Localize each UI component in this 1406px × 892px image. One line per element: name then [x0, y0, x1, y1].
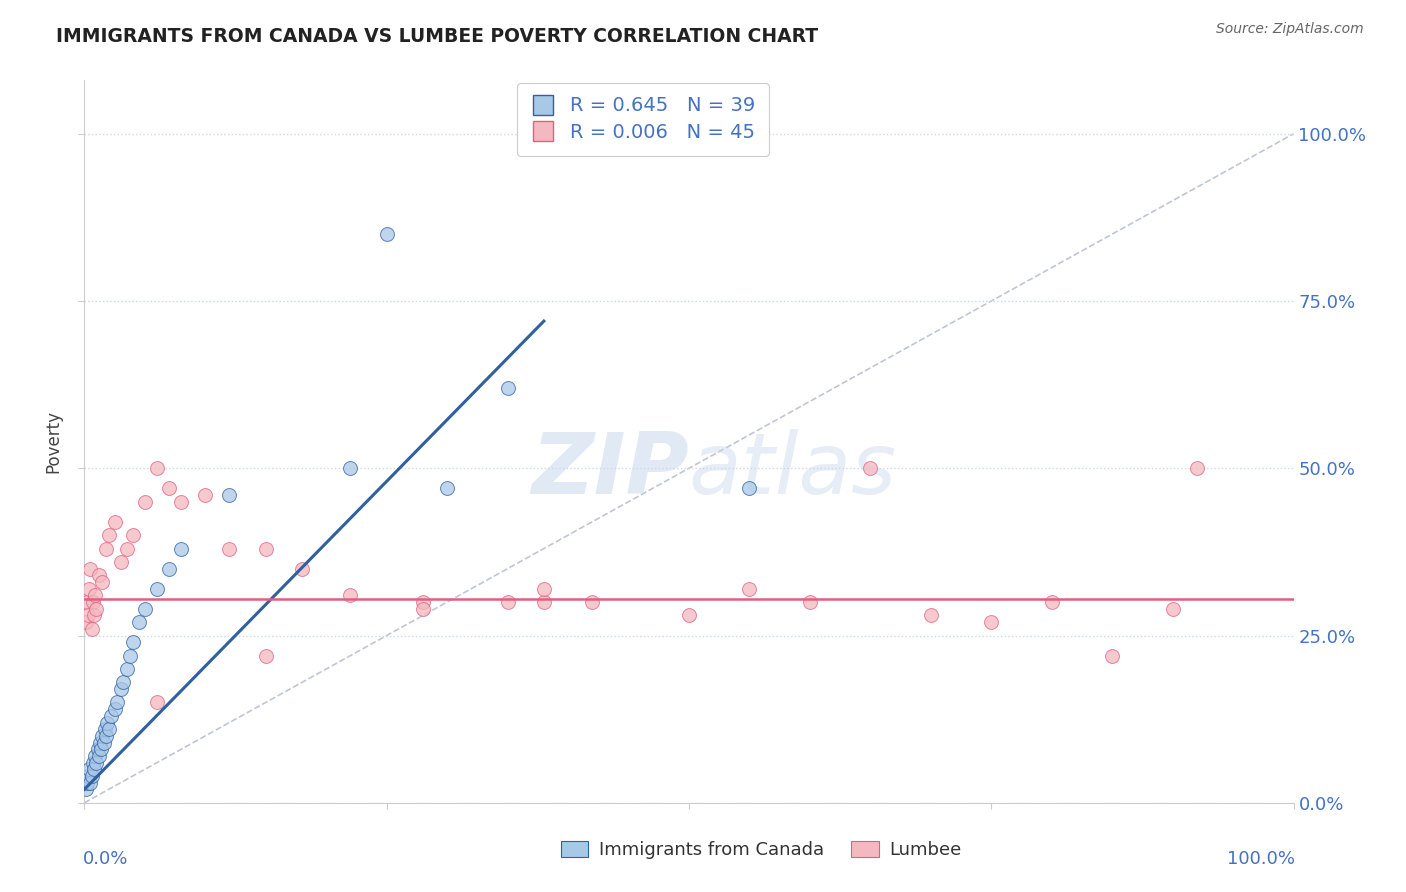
- Point: [76, 595, 98, 609]
- Point: [112, 675, 135, 690]
- Text: Source: ZipAtlas.com: Source: ZipAtlas.com: [1216, 22, 1364, 37]
- Point: [77, 582, 100, 596]
- Point: [412, 602, 434, 616]
- Legend: Immigrants from Canada, Lumbee: Immigrants from Canada, Lumbee: [554, 833, 969, 866]
- Point: [89, 735, 111, 749]
- Text: 100.0%: 100.0%: [1226, 850, 1295, 868]
- Point: [105, 696, 128, 710]
- Point: [110, 555, 132, 569]
- Point: [496, 381, 519, 395]
- Point: [77, 769, 100, 783]
- Point: [86, 602, 108, 616]
- Point: [82, 756, 104, 770]
- Point: [1040, 595, 1063, 609]
- Point: [75, 615, 97, 630]
- Point: [79, 562, 101, 576]
- Point: [146, 582, 169, 596]
- Point: [146, 461, 169, 475]
- Point: [128, 615, 150, 630]
- Point: [97, 528, 120, 542]
- Point: [291, 562, 314, 576]
- Point: [79, 776, 101, 790]
- Point: [87, 749, 110, 764]
- Point: [581, 595, 603, 609]
- Y-axis label: Poverty: Poverty: [45, 410, 63, 473]
- Point: [93, 735, 115, 749]
- Point: [859, 461, 882, 475]
- Point: [120, 648, 142, 663]
- Point: [121, 635, 143, 649]
- Point: [77, 608, 100, 623]
- Point: [91, 575, 114, 590]
- Point: [121, 528, 143, 542]
- Point: [104, 702, 127, 716]
- Point: [94, 729, 117, 743]
- Point: [738, 582, 761, 596]
- Point: [75, 782, 97, 797]
- Point: [80, 769, 103, 783]
- Text: atlas: atlas: [689, 429, 897, 512]
- Point: [194, 488, 217, 502]
- Point: [104, 515, 127, 529]
- Point: [254, 541, 277, 556]
- Point: [115, 662, 138, 676]
- Point: [157, 482, 180, 496]
- Point: [533, 582, 555, 596]
- Point: [1161, 602, 1184, 616]
- Point: [94, 541, 117, 556]
- Point: [920, 608, 942, 623]
- Point: [1185, 461, 1208, 475]
- Point: [436, 482, 458, 496]
- Point: [100, 708, 122, 723]
- Point: [1101, 648, 1123, 663]
- Point: [134, 602, 156, 616]
- Point: [375, 227, 398, 242]
- Point: [110, 681, 132, 696]
- Point: [218, 488, 240, 502]
- Text: IMMIGRANTS FROM CANADA VS LUMBEE POVERTY CORRELATION CHART: IMMIGRANTS FROM CANADA VS LUMBEE POVERTY…: [56, 27, 818, 45]
- Point: [91, 729, 114, 743]
- Point: [87, 568, 110, 582]
- Point: [96, 715, 118, 730]
- Point: [157, 562, 180, 576]
- Point: [170, 541, 193, 556]
- Point: [496, 595, 519, 609]
- Point: [799, 595, 821, 609]
- Point: [146, 696, 169, 710]
- Point: [82, 595, 104, 609]
- Point: [94, 723, 117, 737]
- Point: [738, 482, 761, 496]
- Point: [80, 622, 103, 636]
- Point: [339, 461, 361, 475]
- Point: [84, 589, 107, 603]
- Point: [980, 615, 1002, 630]
- Point: [83, 608, 105, 623]
- Point: [76, 776, 98, 790]
- Text: ZIP: ZIP: [531, 429, 689, 512]
- Point: [134, 494, 156, 508]
- Point: [170, 494, 193, 508]
- Point: [412, 595, 434, 609]
- Point: [86, 756, 108, 770]
- Point: [86, 742, 108, 756]
- Point: [90, 742, 112, 756]
- Point: [533, 595, 555, 609]
- Point: [678, 608, 700, 623]
- Point: [339, 589, 361, 603]
- Point: [254, 648, 277, 663]
- Point: [83, 762, 105, 776]
- Point: [115, 541, 138, 556]
- Point: [218, 541, 240, 556]
- Point: [97, 723, 120, 737]
- Point: [84, 749, 107, 764]
- Point: [77, 762, 100, 776]
- Text: 0.0%: 0.0%: [83, 850, 128, 868]
